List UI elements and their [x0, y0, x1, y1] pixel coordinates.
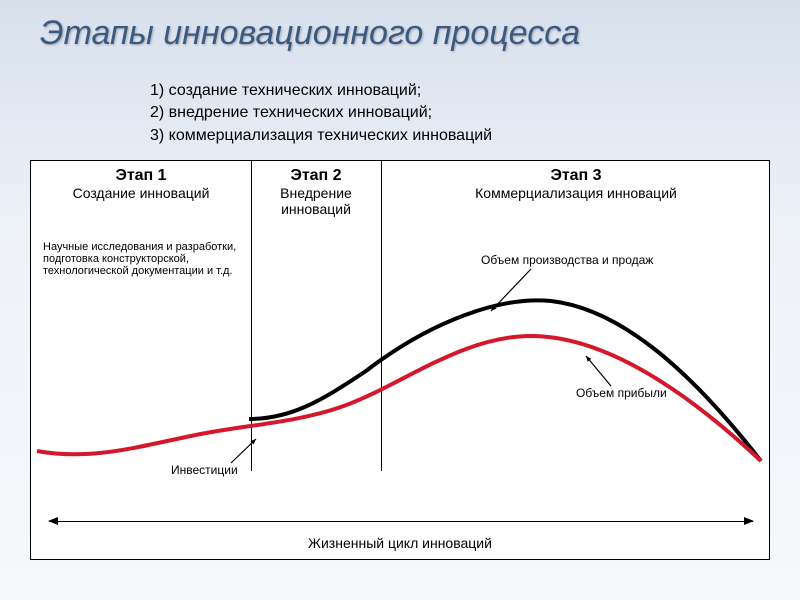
curve-profit-investment	[37, 336, 761, 461]
chart-frame: Этап 1 Создание инноваций Этап 2 Внедрен…	[30, 160, 770, 560]
chart-svg	[31, 161, 771, 561]
bullet-item: 2) внедрение технических инноваций;	[150, 102, 492, 124]
lifecycle-label: Жизненный цикл инноваций	[31, 535, 769, 551]
chart: Этап 1 Создание инноваций Этап 2 Внедрен…	[31, 161, 769, 559]
lifecycle-arrow	[49, 521, 753, 522]
page-title: Этапы инновационного процесса	[40, 14, 580, 53]
bullet-item: 1) создание технических инноваций;	[150, 80, 492, 102]
curve-production	[249, 300, 761, 461]
bullet-item: 3) коммерциализация технических инноваци…	[150, 125, 492, 147]
bullet-list: 1) создание технических инноваций; 2) вн…	[150, 80, 492, 147]
callout-arrows	[231, 269, 611, 463]
